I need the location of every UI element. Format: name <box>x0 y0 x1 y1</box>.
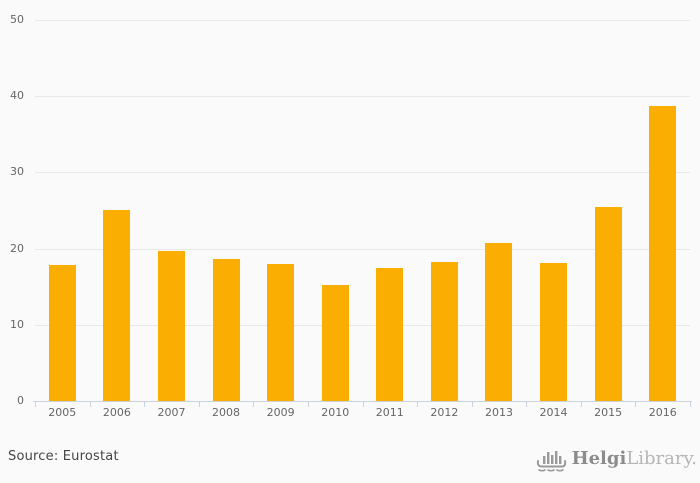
x-axis-tick-mark <box>362 402 364 407</box>
source-label: Source: Eurostat <box>8 449 119 464</box>
x-axis-tick-label-2009: 2009 <box>266 406 295 419</box>
gridline-y-20 <box>35 248 690 250</box>
bar-2008[interactable] <box>212 259 240 401</box>
y-axis-tick-label-0: 0 <box>17 394 24 407</box>
x-axis-tick-mark <box>417 402 419 407</box>
brand-wordmark-primary: Helgi <box>571 448 627 469</box>
bar-2014[interactable] <box>540 263 568 401</box>
x-axis-tick-mark <box>580 402 582 407</box>
bar-2012[interactable] <box>430 261 458 401</box>
bar-2013[interactable] <box>485 243 513 401</box>
bar-2006[interactable] <box>103 209 131 401</box>
x-axis-tick-label-2005: 2005 <box>48 406 77 419</box>
gridline-y-40 <box>35 96 690 98</box>
x-axis-tick-mark <box>198 402 200 407</box>
helgi-ship-icon <box>536 451 566 472</box>
x-axis-line <box>33 401 692 402</box>
bar-2011[interactable] <box>376 268 404 401</box>
x-axis-tick-mark <box>253 402 255 407</box>
x-axis-tick-label-2011: 2011 <box>375 406 404 419</box>
x-axis-tick-mark <box>307 402 309 407</box>
x-axis-tick-label-2010: 2010 <box>321 406 350 419</box>
x-axis-tick-label-2013: 2013 <box>484 406 513 419</box>
bar-2010[interactable] <box>321 285 349 401</box>
x-axis-tick-label-2012: 2012 <box>430 406 459 419</box>
gridline-y-10 <box>35 324 690 326</box>
x-axis-tick-mark <box>144 402 146 407</box>
x-axis-tick-mark <box>35 402 36 407</box>
x-axis-tick-label-2014: 2014 <box>539 406 568 419</box>
x-axis-tick-label-2008: 2008 <box>212 406 241 419</box>
x-axis-tick-label-2006: 2006 <box>102 406 131 419</box>
x-axis-tick-label-2015: 2015 <box>594 406 623 419</box>
gridline-y-50 <box>35 20 690 21</box>
bar-2015[interactable] <box>594 206 622 401</box>
bar-2007[interactable] <box>157 250 185 401</box>
bar-2009[interactable] <box>267 263 295 401</box>
x-axis-tick-mark <box>89 402 91 407</box>
bar-2016[interactable] <box>649 106 677 401</box>
x-axis-tick-mark <box>471 402 473 407</box>
brand-logo[interactable]: HelgiLibrary. <box>535 444 697 474</box>
y-axis-tick-label-40: 40 <box>10 89 24 103</box>
brand-wordmark: HelgiLibrary. <box>572 448 697 470</box>
y-axis-tick-label-20: 20 <box>10 241 24 255</box>
x-axis-tick-mark <box>635 402 637 407</box>
y-axis-tick-label-30: 30 <box>10 165 24 179</box>
x-axis-tick-mark <box>690 402 691 407</box>
y-axis-tick-label-10: 10 <box>10 317 24 331</box>
x-axis-tick-label-2007: 2007 <box>157 406 186 419</box>
y-axis-tick-label-50: 50 <box>10 13 24 26</box>
bar-2005[interactable] <box>48 264 76 401</box>
x-axis-tick-mark <box>526 402 528 407</box>
brand-wordmark-secondary: Library. <box>626 448 697 469</box>
gridline-y-30 <box>35 172 690 174</box>
x-axis-tick-label-2016: 2016 <box>648 406 677 419</box>
